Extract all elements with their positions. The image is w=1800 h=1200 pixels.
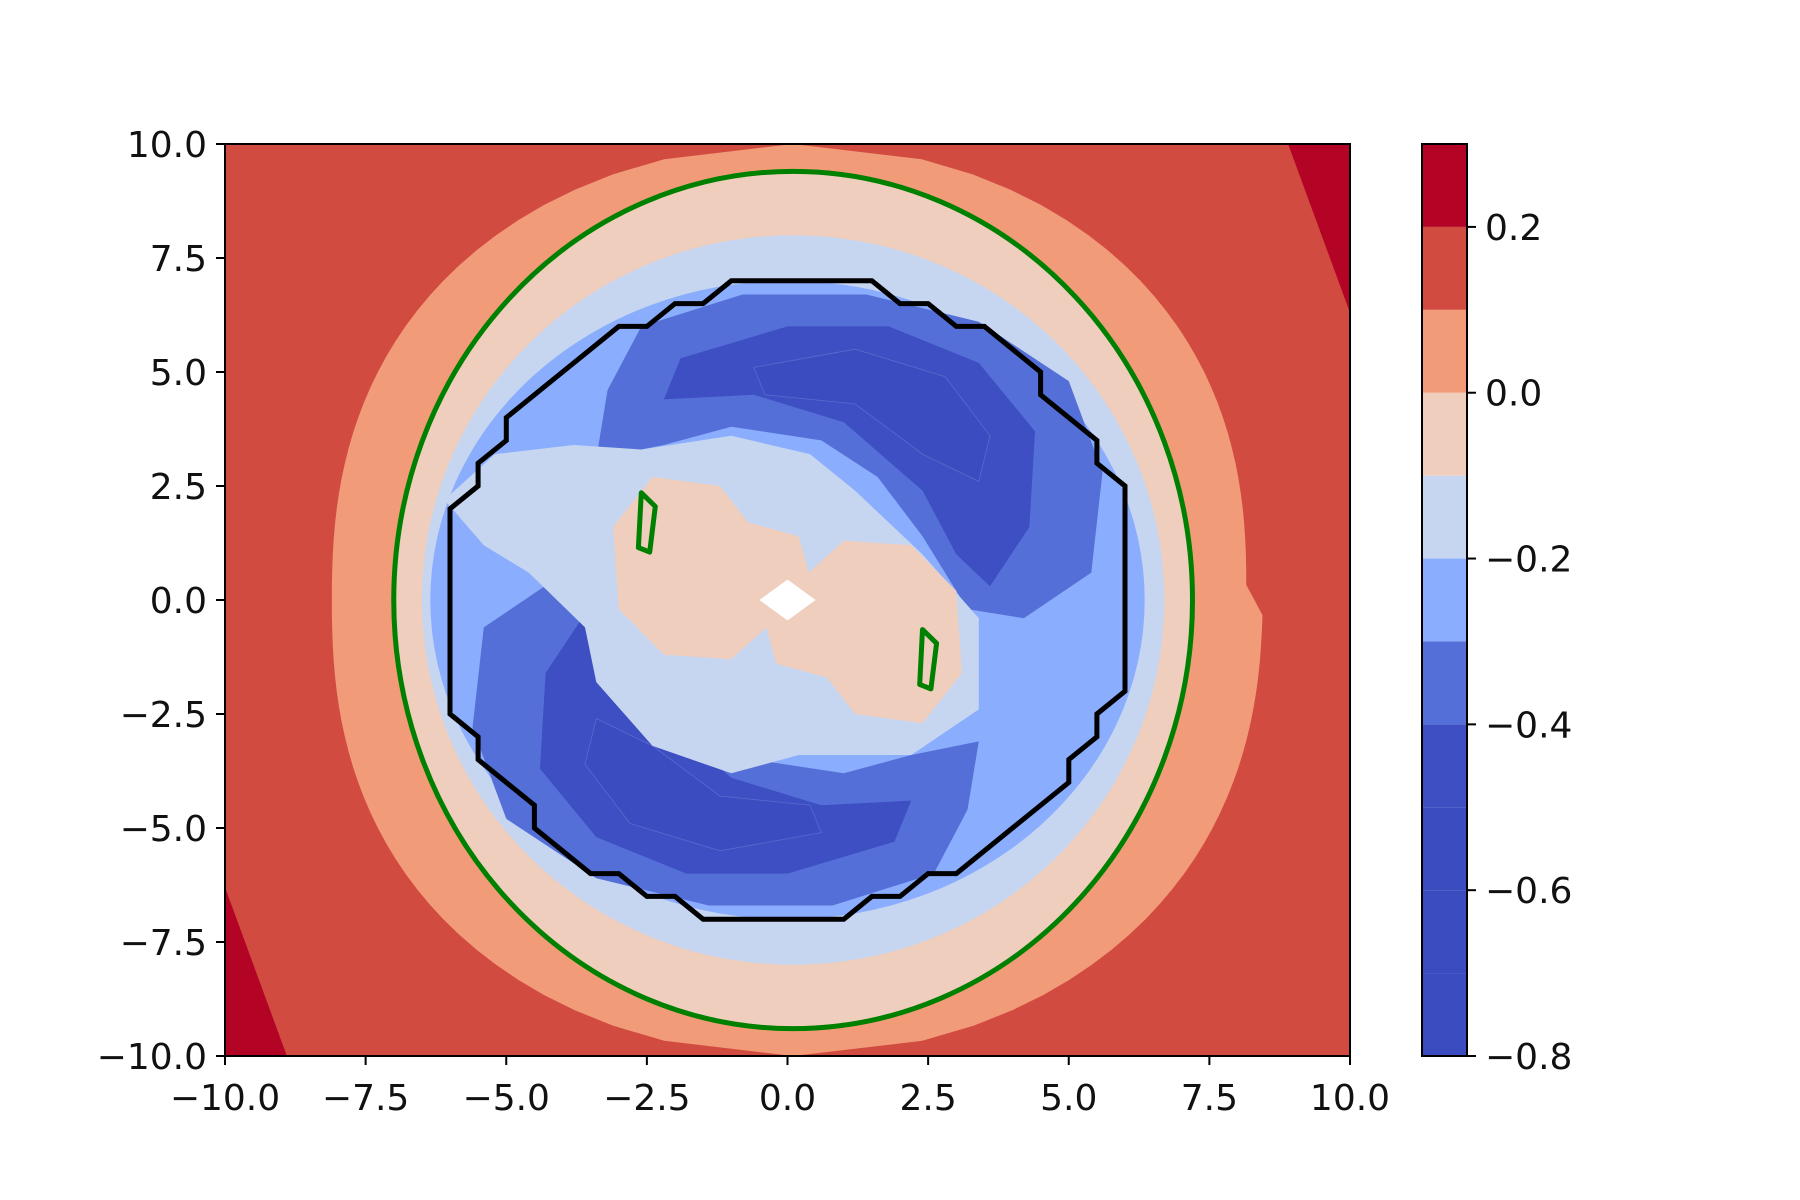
plot-area [225, 144, 1350, 1056]
x-tick-label: −5.0 [463, 1078, 550, 1119]
colorbar-frame [1421, 143, 1468, 1057]
y-tick-label: 7.5 [150, 239, 207, 280]
colorbar: 0.2 0.0 −0.2 −0.4 −0.6 −0.8 [1421, 143, 1572, 1078]
y-tick-label: −2.5 [120, 695, 207, 736]
y-tick-label: 10.0 [127, 125, 207, 166]
colorbar-tick-label: −0.8 [1485, 1037, 1572, 1078]
contour-island-upper-left [613, 476, 810, 660]
green-contour-loop-1 [635, 490, 658, 555]
y-tick-label: −7.5 [120, 923, 207, 964]
contour-band-0.2-bottom-left [225, 887, 287, 1056]
colorbar-tick-label: −0.2 [1485, 540, 1572, 581]
colorbar-segment [1422, 807, 1467, 891]
colorbar-segment [1422, 475, 1467, 559]
colorbar-segment [1422, 144, 1467, 227]
contour-band-neg0.6-lower-left [584, 718, 822, 852]
x-tick-label: 5.0 [1040, 1078, 1097, 1119]
x-tick-label: −10.0 [170, 1078, 280, 1119]
x-tick-label: 10.0 [1310, 1078, 1390, 1119]
colorbar-segment [1422, 392, 1467, 476]
y-tick-label: −5.0 [120, 809, 207, 850]
colorbar-segment [1422, 309, 1467, 393]
y-tick-label: −10.0 [97, 1037, 207, 1078]
colorbar-segment [1422, 558, 1467, 642]
contour-band-neg0.6-upper-right [753, 348, 991, 482]
y-tick-label: 2.5 [150, 467, 207, 508]
y-tick-label: 5.0 [150, 353, 207, 394]
colorbar-segment [1422, 641, 1467, 725]
colorbar-segment [1422, 226, 1467, 310]
x-tick-label: 7.5 [1181, 1078, 1238, 1119]
x-tick-label: −2.5 [603, 1078, 690, 1119]
green-contour-outer [391, 168, 1195, 1032]
colorbar-segment [1422, 724, 1467, 808]
colorbar-tick-label: 0.2 [1485, 208, 1542, 249]
colorbar-tick-label: −0.4 [1485, 705, 1572, 746]
colorbar-segment [1422, 890, 1467, 974]
contour-band-0.2-top-right [1288, 144, 1350, 313]
colorbar-tick-label: 0.0 [1485, 374, 1542, 415]
black-contour-octagon [447, 278, 1128, 922]
colorbar-tick-label: −0.6 [1485, 871, 1572, 912]
y-tick-label: 0.0 [150, 581, 207, 622]
blank-center-cell [759, 579, 816, 621]
x-tick-label: 0.0 [759, 1078, 816, 1119]
colorbar-segment [1422, 973, 1467, 1056]
x-axis: −10.0 −7.5 −5.0 −2.5 0.0 2.5 5.0 7.5 10.0 [170, 1056, 1390, 1119]
x-tick-label: 2.5 [899, 1078, 956, 1119]
contour-island-lower-right [765, 540, 962, 724]
green-contour-loop-2 [917, 627, 940, 692]
x-tick-label: −7.5 [322, 1078, 409, 1119]
y-axis: −10.0 −7.5 −5.0 −2.5 0.0 2.5 5.0 7.5 10.0 [97, 125, 225, 1078]
